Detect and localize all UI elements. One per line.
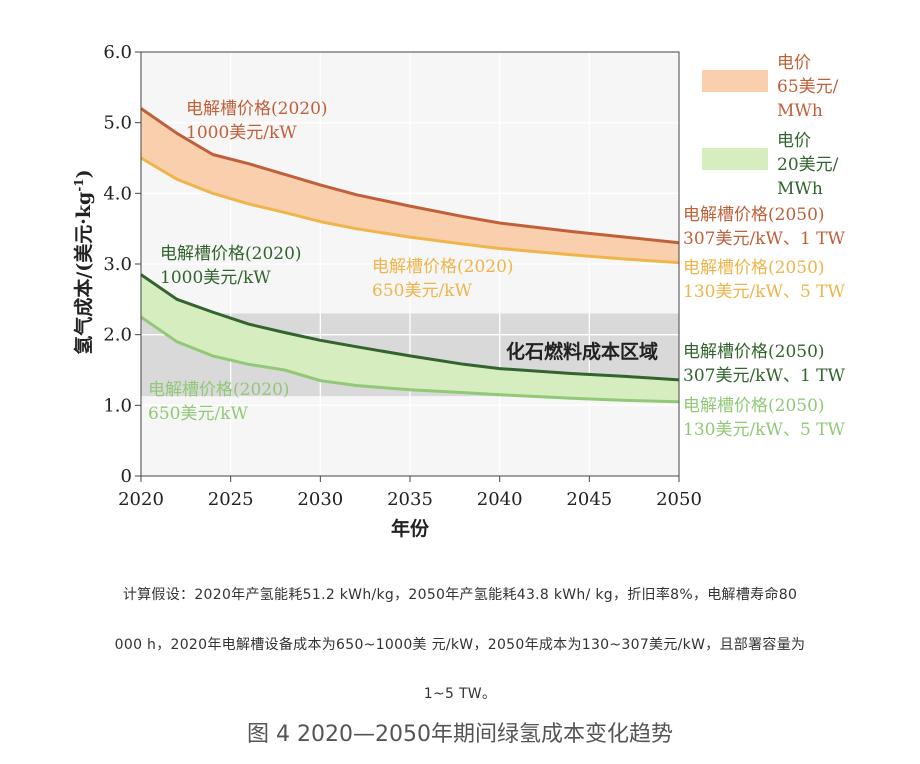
y-tick-label: 6.0: [103, 42, 132, 63]
series-annotation: 电解槽价格(2020): [372, 257, 514, 277]
assumption-note-line-3: 1~5 TW。: [423, 686, 497, 702]
series-annotation: 650美元/kW: [372, 281, 472, 301]
figure-caption: 图 4 2020—2050年期间绿氢成本变化趋势: [247, 722, 673, 747]
legend-label: 65美元/: [777, 77, 839, 97]
series-annotation: 307美元/kW、1 TW: [683, 366, 846, 386]
y-axis-title: 氢气成本/(美元·kg-1): [72, 169, 95, 354]
legend-label: MWh: [777, 101, 823, 121]
series-annotation: 650美元/kW: [148, 404, 248, 424]
x-tick-label: 2045: [566, 489, 612, 510]
series-annotation: 130美元/kW、5 TW: [683, 282, 846, 302]
legend-label: 20美元/: [777, 155, 839, 175]
y-tick-label: 3.0: [103, 254, 132, 275]
x-tick-label: 2050: [656, 489, 702, 510]
series-line-2-lower: [140, 315, 680, 404]
series-line-2-upper: [140, 273, 680, 382]
x-axis-title: 年份: [391, 517, 430, 540]
legend-swatch-1: [702, 70, 768, 92]
series-annotation: 130美元/kW、5 TW: [683, 420, 846, 440]
x-tick-label: 2035: [387, 489, 433, 510]
fossil-fuel-region-label: 化石燃料成本区域: [506, 340, 658, 363]
series-annotation: 电解槽价格(2050): [683, 342, 825, 362]
series-annotation: 1000美元/kW: [186, 123, 297, 143]
x-tick-label: 2030: [297, 489, 343, 510]
chart: 2020 2025 2030 2035 2040 2045 2050 0 1.0 2.0 3.0 4.…: [72, 42, 846, 540]
y-tick-label: 5.0: [103, 113, 132, 134]
series-line-1-upper: [140, 107, 680, 245]
assumption-note-line-2: 000 h，2020年电解槽设备成本为650~1000美 元/kW，2050年成…: [114, 637, 806, 653]
y-tick-label: 4.0: [103, 183, 132, 204]
y-tick-label: 1.0: [103, 395, 132, 416]
series-line-1-lower: [140, 156, 680, 265]
series-annotation: 电解槽价格(2050): [683, 258, 825, 278]
y-tick-label: 0: [121, 466, 132, 487]
series-annotation: 电解槽价格(2020): [160, 244, 302, 264]
series-annotation: 电解槽价格(2020): [148, 380, 290, 400]
series-annotation: 307美元/kW、1 TW: [683, 229, 846, 249]
cost-band-1: [141, 108, 679, 263]
x-tick-label: 2020: [118, 489, 164, 510]
legend-swatch-2: [702, 148, 768, 170]
cost-band-2: [141, 274, 679, 402]
legend-label: 电价: [777, 53, 811, 73]
x-tick-label: 2040: [477, 489, 523, 510]
series-annotation: 电解槽价格(2050): [683, 205, 825, 225]
series-annotation: 电解槽价格(2020): [186, 99, 328, 119]
y-tick-label: 2.0: [103, 325, 132, 346]
legend-label: MWh: [777, 179, 823, 199]
series-annotation: 电解槽价格(2050): [683, 396, 825, 416]
legend-label: 电价: [777, 131, 811, 151]
x-tick-label: 2025: [208, 489, 254, 510]
assumption-note-line-1: 计算假设：2020年产氢能耗51.2 kWh/kg，2050年产氢能耗43.8 …: [122, 587, 798, 603]
series-annotation: 1000美元/kW: [160, 268, 271, 288]
